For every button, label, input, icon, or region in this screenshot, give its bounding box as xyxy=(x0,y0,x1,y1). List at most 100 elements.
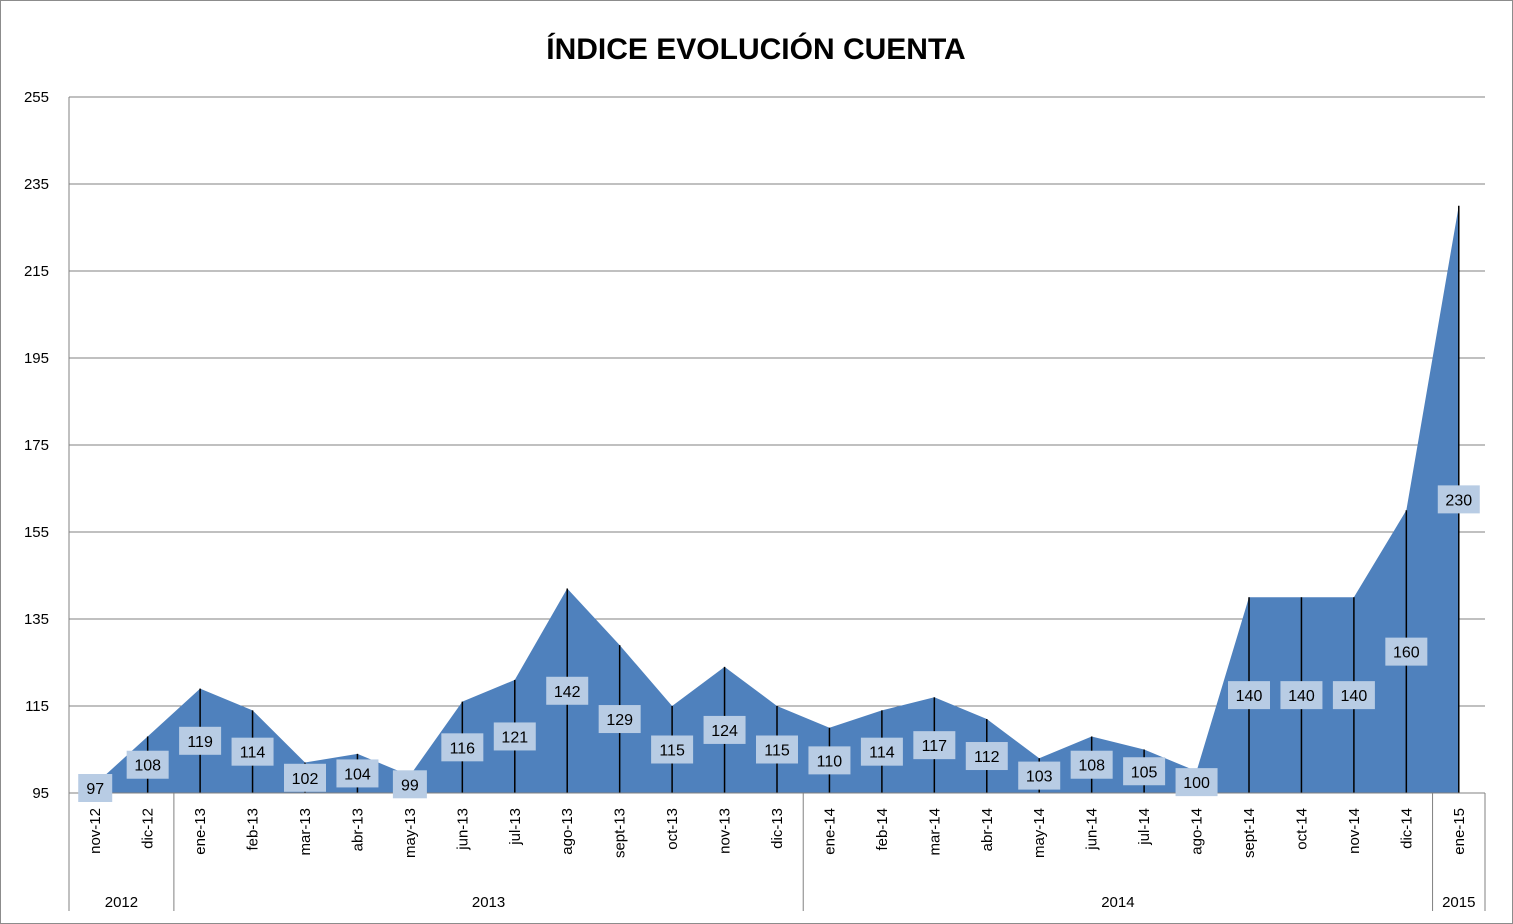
y-tick-label: 255 xyxy=(24,89,49,106)
data-label-box xyxy=(1280,681,1323,710)
y-tick-label: 235 xyxy=(24,176,49,193)
x-tick-label: mar-14 xyxy=(926,808,943,856)
data-label: 115 xyxy=(651,735,694,764)
y-tick-label: 135 xyxy=(24,611,49,628)
data-label-box xyxy=(1018,761,1061,790)
data-label-text: 105 xyxy=(1131,764,1158,781)
data-label-text: 142 xyxy=(554,684,581,701)
data-label-text: 103 xyxy=(1026,769,1053,786)
data-label: 104 xyxy=(336,759,379,788)
data-label-text: 97 xyxy=(86,781,104,798)
data-label-box xyxy=(126,750,169,779)
data-label: 121 xyxy=(493,722,536,751)
x-tick-label: oct-14 xyxy=(1293,808,1310,850)
data-label-text: 140 xyxy=(1236,688,1263,705)
data-label: 142 xyxy=(546,676,589,705)
data-label-text: 160 xyxy=(1393,645,1420,662)
data-label-text: 99 xyxy=(401,777,419,794)
data-label: 108 xyxy=(1070,750,1113,779)
data-label: 99 xyxy=(392,770,427,799)
data-label-box xyxy=(1385,637,1428,666)
y-tick-label: 175 xyxy=(24,437,49,454)
data-label-text: 115 xyxy=(764,743,790,760)
data-label: 140 xyxy=(1332,681,1375,710)
x-tick-label: feb-14 xyxy=(874,808,891,851)
data-label-text: 140 xyxy=(1341,688,1368,705)
x-tick-label: dic-14 xyxy=(1398,808,1415,849)
data-label: 140 xyxy=(1228,681,1270,710)
data-label-box xyxy=(1175,768,1218,797)
area-series xyxy=(95,205,1459,793)
x-tick-label: abr-13 xyxy=(349,808,366,851)
data-label-box xyxy=(179,726,222,755)
data-label-text: 115 xyxy=(659,743,685,760)
data-label-text: 121 xyxy=(501,729,528,746)
data-label-box xyxy=(808,746,851,775)
data-label-box xyxy=(78,774,113,802)
x-tick-label: abr-14 xyxy=(979,808,996,851)
data-label: 102 xyxy=(284,763,326,792)
data-label-text: 104 xyxy=(344,766,371,783)
data-label: 129 xyxy=(598,705,641,734)
x-tick-label: sept-14 xyxy=(1241,808,1258,858)
data-label: 114 xyxy=(860,737,903,766)
x-tick-label: oct-13 xyxy=(664,808,681,850)
x-tick-label: jun-13 xyxy=(454,808,471,851)
chart-title: ÍNDICE EVOLUCIÓN CUENTA xyxy=(546,32,965,66)
data-label-text: 100 xyxy=(1183,775,1210,792)
year-label: 2015 xyxy=(1442,894,1475,911)
x-tick-label: dic-12 xyxy=(140,808,157,849)
data-label-box xyxy=(756,735,798,764)
data-label-box xyxy=(913,731,956,760)
data-label-box xyxy=(231,737,274,766)
y-tick-label: 195 xyxy=(24,350,49,367)
data-label-text: 102 xyxy=(292,771,319,788)
year-label: 2012 xyxy=(105,894,138,911)
data-label-box xyxy=(546,676,589,705)
data-label-box xyxy=(1437,485,1480,514)
data-label-box xyxy=(965,742,1008,771)
data-label-box xyxy=(598,705,641,734)
data-label-box xyxy=(1070,750,1113,779)
x-tick-label: ene-13 xyxy=(192,808,209,855)
x-tick-label: ene-14 xyxy=(821,808,838,855)
data-label: 117 xyxy=(913,731,956,760)
x-tick-label: jul-13 xyxy=(507,808,524,846)
data-label: 105 xyxy=(1123,757,1166,786)
x-tick-label: ene-15 xyxy=(1451,808,1468,855)
data-label-box xyxy=(1228,681,1270,710)
data-label-box xyxy=(493,722,536,751)
data-label-text: 117 xyxy=(922,738,948,755)
data-label-text: 230 xyxy=(1445,492,1472,509)
x-tick-label: mar-13 xyxy=(297,808,314,856)
data-label-text: 112 xyxy=(974,749,1000,766)
data-label-text: 108 xyxy=(134,758,161,775)
data-label: 110 xyxy=(808,746,851,775)
x-tick-label: sept-13 xyxy=(612,808,629,858)
data-label: 103 xyxy=(1018,761,1061,790)
x-tick-label: ago-13 xyxy=(559,808,576,855)
data-label-box xyxy=(284,763,326,792)
data-label: 115 xyxy=(756,735,798,764)
data-label-box xyxy=(336,759,379,788)
data-label-box xyxy=(1332,681,1375,710)
data-label-text: 110 xyxy=(817,753,843,770)
data-label: 108 xyxy=(126,750,169,779)
y-tick-label: 155 xyxy=(24,524,49,541)
data-label-text: 124 xyxy=(711,723,738,740)
x-tick-label: jun-14 xyxy=(1084,808,1101,851)
x-tick-label: jul-14 xyxy=(1136,808,1153,846)
x-tick-label: may-14 xyxy=(1031,808,1048,858)
data-label-box xyxy=(1123,757,1166,786)
data-label-box xyxy=(441,733,484,762)
data-label: 100 xyxy=(1175,768,1218,797)
data-label-box xyxy=(860,737,903,766)
data-label: 160 xyxy=(1385,637,1428,666)
data-label: 114 xyxy=(231,737,274,766)
area-fill xyxy=(95,205,1459,793)
x-tick-label: feb-13 xyxy=(245,808,262,851)
data-label: 97 xyxy=(78,774,113,802)
data-label: 230 xyxy=(1437,485,1480,514)
x-tick-label: may-13 xyxy=(402,808,419,858)
year-label: 2013 xyxy=(472,894,505,911)
